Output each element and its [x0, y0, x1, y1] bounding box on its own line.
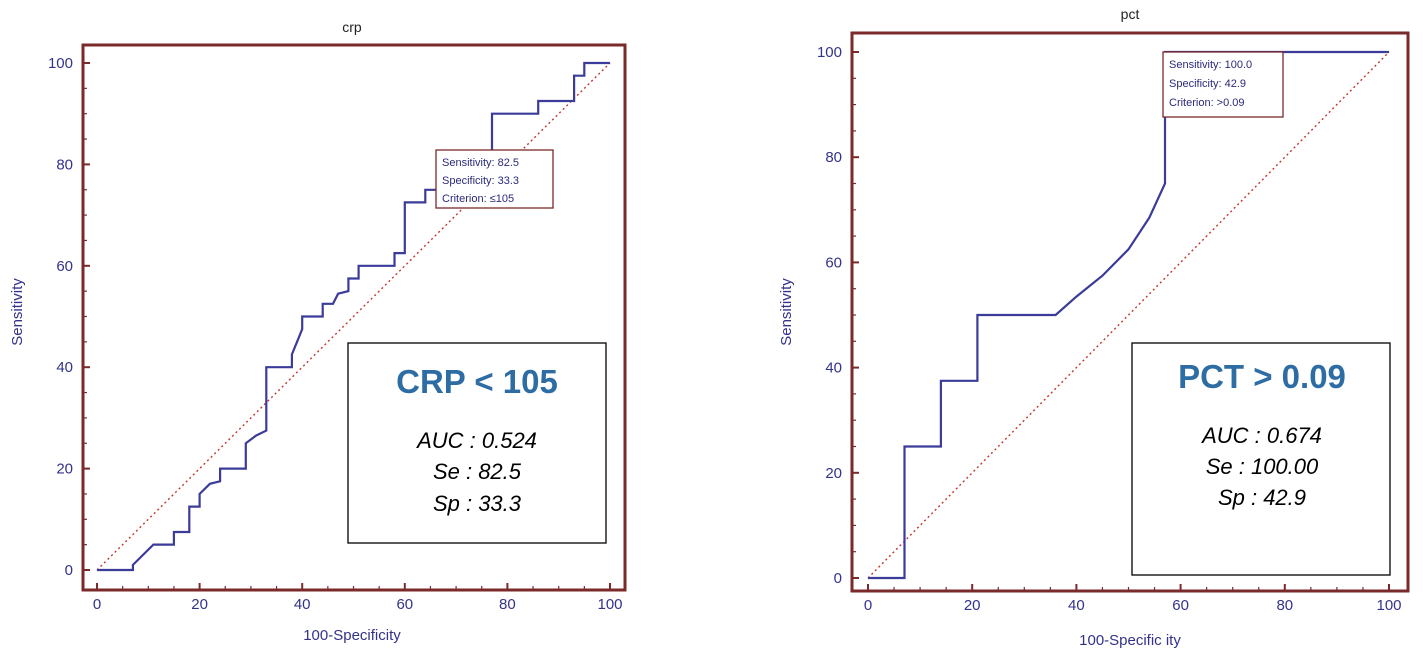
- y-axis-label: Sensitivity: [778, 278, 795, 346]
- y-tick-label: 80: [56, 156, 73, 173]
- panel-title: PCT > 0.09: [1178, 358, 1346, 395]
- stat-se: Se : 82.5: [433, 459, 522, 484]
- annotation-line: Criterion: ≤105: [442, 193, 514, 205]
- y-tick-label: 40: [56, 359, 73, 376]
- x-tick-label: 60: [1172, 597, 1189, 614]
- x-tick-label: 40: [1068, 597, 1085, 614]
- reference-diagonal: [96, 62, 611, 571]
- stat-auc: AUC : 0.674: [1200, 423, 1322, 448]
- y-tick-labels: 0 20 40 60 80 100: [817, 44, 842, 587]
- x-tick-label: 80: [499, 596, 516, 613]
- x-tick-labels: 0 20 40 60 80 100: [93, 596, 623, 613]
- stat-sp: Sp : 42.9: [1218, 485, 1306, 510]
- chart-pct: pct 0 20 40 60 80 100 0 20 40 60 80 100 …: [778, 6, 1410, 649]
- y-tick-label: 0: [65, 562, 73, 579]
- annotation-line: Criterion: >0.09: [1169, 97, 1245, 109]
- stat-se: Se : 100.00: [1206, 454, 1319, 479]
- y-tick-label: 40: [825, 360, 842, 377]
- chart-title: pct: [1121, 6, 1140, 22]
- y-axis-label: Sensitivity: [9, 278, 26, 346]
- chart-crp: crp 0 20 40 60 80 100 0 20 40 60 80 100 …: [9, 19, 627, 644]
- x-tick-label: 20: [964, 597, 981, 614]
- criterion-annotation: Sensitivity: 100.0 Specificity: 42.9 Cri…: [1162, 51, 1284, 118]
- tick-marks: [852, 51, 1390, 591]
- stat-sp: Sp : 33.3: [433, 491, 522, 516]
- y-tick-label: 80: [825, 149, 842, 166]
- y-tick-label: 20: [825, 465, 842, 482]
- x-tick-label: 60: [396, 596, 413, 613]
- x-tick-label: 0: [93, 596, 101, 613]
- summary-box: PCT > 0.09 AUC : 0.674 Se : 100.00 Sp : …: [1131, 342, 1391, 576]
- y-tick-label: 100: [48, 55, 73, 72]
- annotation-line: Sensitivity: 82.5: [442, 157, 519, 169]
- y-tick-label: 60: [56, 258, 73, 275]
- chart-title: crp: [342, 19, 362, 35]
- x-tick-labels: 0 20 40 60 80 100: [864, 597, 1402, 614]
- roc-curve: [97, 61, 610, 572]
- x-axis-label: 100-Specific ity: [1079, 632, 1181, 649]
- x-tick-label: 100: [597, 596, 622, 613]
- y-tick-label: 20: [56, 461, 73, 478]
- x-axis-label: 100-Specificity: [303, 627, 401, 644]
- tick-marks: [83, 62, 611, 590]
- x-tick-label: 0: [864, 597, 872, 614]
- roc-curve: [868, 50, 1389, 580]
- reference-diagonal: [867, 51, 1390, 579]
- y-tick-labels: 0 20 40 60 80 100: [48, 55, 73, 579]
- panel-title: CRP < 105: [396, 363, 558, 400]
- x-tick-label: 100: [1376, 597, 1401, 614]
- y-tick-label: 60: [825, 254, 842, 271]
- x-tick-label: 20: [191, 596, 208, 613]
- y-tick-label: 0: [834, 570, 842, 587]
- annotation-line: Sensitivity: 100.0: [1169, 59, 1252, 71]
- criterion-annotation: Sensitivity: 82.5 Specificity: 33.3 Crit…: [435, 149, 554, 209]
- summary-box: CRP < 105 AUC : 0.524 Se : 82.5 Sp : 33.…: [347, 342, 607, 544]
- stat-auc: AUC : 0.524: [415, 428, 537, 453]
- plot-frame: [850, 31, 1410, 593]
- x-tick-label: 40: [294, 596, 311, 613]
- x-tick-label: 80: [1276, 597, 1293, 614]
- y-tick-label: 100: [817, 44, 842, 61]
- annotation-line: Specificity: 33.3: [442, 175, 519, 187]
- annotation-line: Specificity: 42.9: [1169, 78, 1246, 90]
